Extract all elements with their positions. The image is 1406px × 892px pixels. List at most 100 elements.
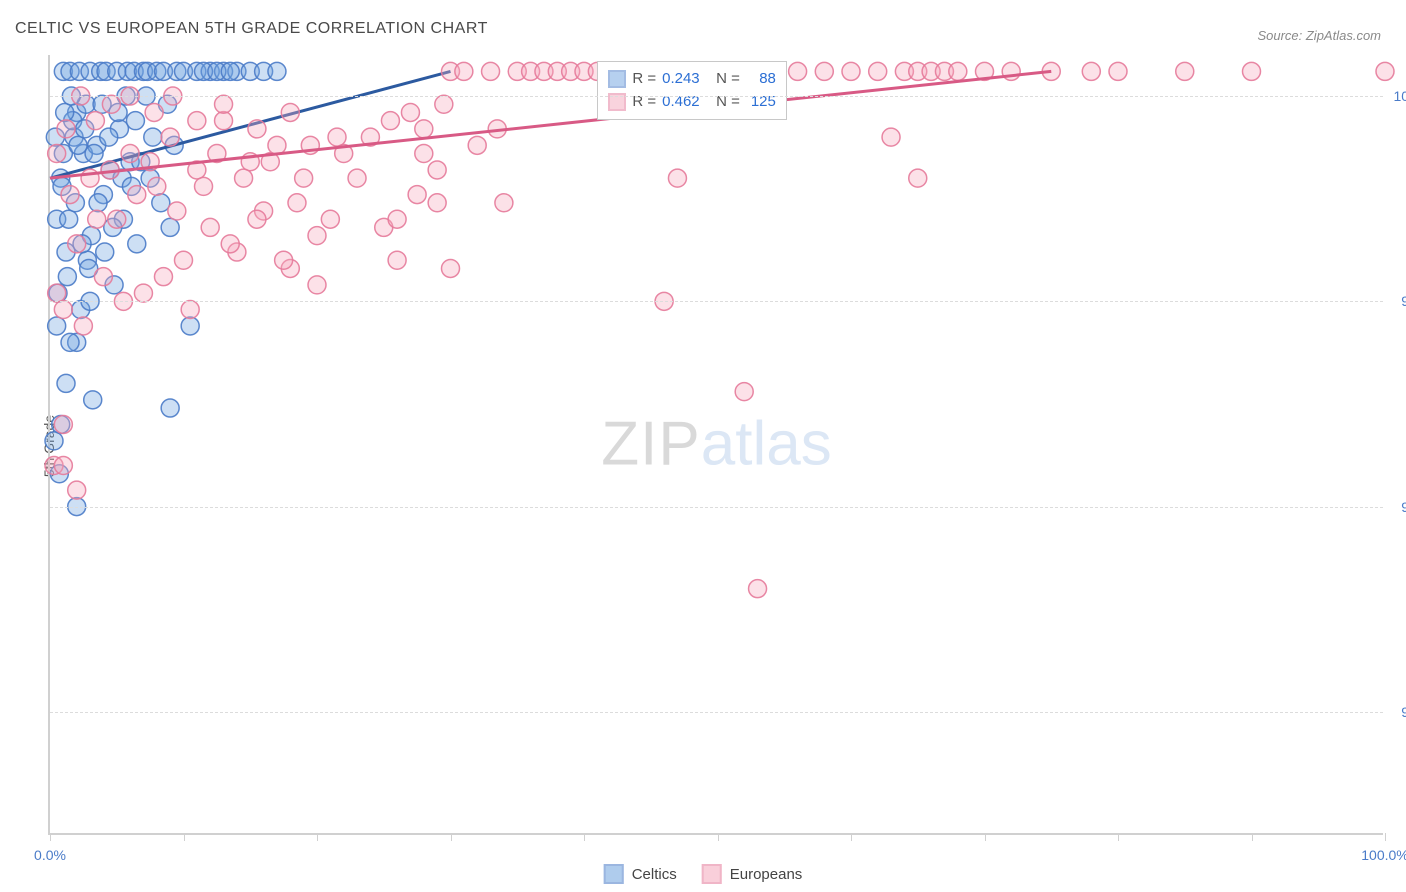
plot-area: ZIPatlas R =0.243N =88R =0.462N =125 92.… xyxy=(48,55,1383,835)
scatter-point xyxy=(144,128,162,146)
scatter-point xyxy=(455,62,473,80)
scatter-point xyxy=(168,202,186,220)
scatter-point xyxy=(221,235,239,253)
scatter-point xyxy=(85,145,103,163)
scatter-point xyxy=(54,301,72,319)
legend-n-label: N = xyxy=(716,68,740,91)
scatter-point xyxy=(381,112,399,130)
x-tick xyxy=(1118,833,1119,841)
legend-r-label: R = xyxy=(632,68,656,91)
scatter-point xyxy=(134,284,152,302)
x-tick xyxy=(1252,833,1253,841)
scatter-point xyxy=(68,481,86,499)
scatter-point xyxy=(842,62,860,80)
gridline xyxy=(50,507,1383,508)
scatter-point xyxy=(100,128,118,146)
scatter-point xyxy=(268,136,286,154)
gridline xyxy=(50,96,1383,97)
bottom-legend-item: Europeans xyxy=(702,864,803,884)
scatter-point xyxy=(48,284,66,302)
x-tick xyxy=(50,833,51,841)
scatter-point xyxy=(128,186,146,204)
stats-legend-row: R =0.243N =88 xyxy=(608,68,776,91)
chart-title: CELTIC VS EUROPEAN 5TH GRADE CORRELATION… xyxy=(15,20,488,38)
scatter-point xyxy=(154,268,172,286)
scatter-point xyxy=(48,317,66,335)
x-tick xyxy=(451,833,452,841)
scatter-point xyxy=(57,374,75,392)
scatter-point xyxy=(195,177,213,195)
scatter-point xyxy=(54,415,72,433)
scatter-point xyxy=(882,128,900,146)
legend-r-value: 0.462 xyxy=(662,91,710,114)
scatter-point xyxy=(54,457,72,475)
scatter-point xyxy=(275,251,293,269)
scatter-point xyxy=(89,194,107,212)
scatter-point xyxy=(1082,62,1100,80)
stats-legend: R =0.243N =88R =0.462N =125 xyxy=(597,61,787,120)
x-tick xyxy=(718,833,719,841)
scatter-point xyxy=(482,62,500,80)
legend-r-label: R = xyxy=(632,91,656,114)
scatter-point xyxy=(1376,62,1394,80)
scatter-point xyxy=(61,186,79,204)
scatter-point xyxy=(248,210,266,228)
scatter-point xyxy=(468,136,486,154)
y-tick-label: 100.0% xyxy=(1391,88,1406,104)
gridline xyxy=(50,301,1383,302)
scatter-point xyxy=(201,218,219,236)
scatter-point xyxy=(215,95,233,113)
scatter-point xyxy=(735,383,753,401)
scatter-point xyxy=(388,251,406,269)
scatter-point xyxy=(108,210,126,228)
scatter-point xyxy=(1176,62,1194,80)
y-tick-label: 95.0% xyxy=(1391,499,1406,515)
x-tick-label: 0.0% xyxy=(34,847,66,863)
legend-swatch xyxy=(702,864,722,884)
scatter-point xyxy=(145,103,163,121)
scatter-point xyxy=(161,399,179,417)
bottom-legend-item: Celtics xyxy=(604,864,677,884)
legend-swatch xyxy=(608,70,626,88)
scatter-point xyxy=(69,136,87,154)
scatter-point xyxy=(45,432,63,450)
source-label: Source: ZipAtlas.com xyxy=(1257,28,1381,43)
scatter-point xyxy=(388,210,406,228)
scatter-point xyxy=(128,235,146,253)
legend-n-label: N = xyxy=(716,91,740,114)
y-tick-label: 97.5% xyxy=(1391,293,1406,309)
scatter-point xyxy=(235,169,253,187)
scatter-point xyxy=(668,169,686,187)
scatter-point xyxy=(495,194,513,212)
scatter-point xyxy=(408,186,426,204)
x-tick xyxy=(317,833,318,841)
scatter-point xyxy=(428,194,446,212)
legend-n-value: 88 xyxy=(746,68,776,91)
scatter-point xyxy=(215,112,233,130)
bottom-legend: Celtics Europeans xyxy=(604,864,803,884)
x-tick xyxy=(985,833,986,841)
legend-n-value: 125 xyxy=(746,91,776,114)
scatter-point xyxy=(161,218,179,236)
scatter-point xyxy=(57,120,75,138)
scatter-point xyxy=(68,235,86,253)
scatter-point xyxy=(58,268,76,286)
scatter-point xyxy=(1109,62,1127,80)
scatter-point xyxy=(126,112,144,130)
x-tick-label: 100.0% xyxy=(1361,847,1406,863)
scatter-point xyxy=(94,268,112,286)
scatter-point xyxy=(869,62,887,80)
scatter-point xyxy=(152,194,170,212)
scatter-point xyxy=(428,161,446,179)
scatter-point xyxy=(84,391,102,409)
scatter-point xyxy=(96,243,114,261)
legend-swatch xyxy=(604,864,624,884)
scatter-point xyxy=(56,103,74,121)
scatter-point xyxy=(415,120,433,138)
x-tick xyxy=(584,833,585,841)
scatter-point xyxy=(148,177,166,195)
scatter-point xyxy=(88,210,106,228)
scatter-point xyxy=(442,259,460,277)
scatter-point xyxy=(175,251,193,269)
scatter-point xyxy=(749,580,767,598)
